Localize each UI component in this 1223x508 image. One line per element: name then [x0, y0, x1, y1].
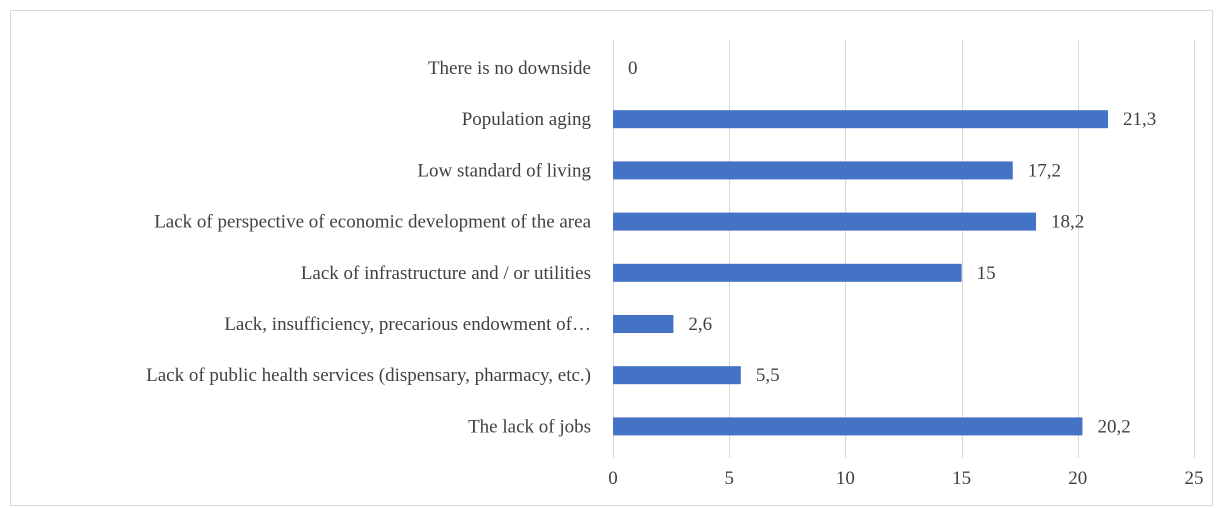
category-labels: There is no downside Population aging Low … [146, 58, 591, 437]
bar [613, 110, 1109, 129]
x-tick-label: 25 [1185, 468, 1204, 489]
data-label: 18,2 [1051, 212, 1084, 233]
x-tick-label: 10 [836, 468, 855, 489]
category-label: Population aging [462, 109, 592, 130]
data-label: 15 [977, 263, 996, 284]
bar [613, 161, 1013, 180]
bar [613, 366, 741, 385]
category-label: Lack of public health services (dispensa… [146, 365, 591, 386]
gridlines [613, 40, 1195, 458]
data-label: 17,2 [1028, 160, 1061, 181]
data-label: 20,2 [1097, 416, 1130, 437]
bar [613, 417, 1083, 436]
data-labels: 0 21,3 17,2 18,2 15 2,6 5,5 20,2 [628, 58, 1156, 437]
x-tick-label: 15 [952, 468, 971, 489]
data-label: 5,5 [756, 365, 780, 386]
category-label: There is no downside [428, 58, 591, 79]
x-tick-label: 0 [608, 468, 618, 489]
x-tick-label: 20 [1068, 468, 1087, 489]
category-label: The lack of jobs [468, 416, 591, 437]
category-label: Lack of perspective of economic developm… [154, 212, 591, 233]
bar [613, 263, 962, 282]
x-tick-label: 5 [724, 468, 734, 489]
bar [613, 315, 674, 333]
x-axis-tick-labels: 0 5 10 15 20 25 [608, 468, 1203, 489]
data-label: 21,3 [1123, 109, 1156, 130]
bar [613, 212, 1036, 231]
data-label: 0 [628, 58, 638, 79]
category-label: Low standard of living [417, 160, 591, 181]
category-label: Lack, insufficiency, precarious endowmen… [224, 314, 591, 335]
bars [613, 110, 1109, 436]
data-label: 2,6 [688, 314, 712, 335]
category-label: Lack of infrastructure and / or utilitie… [301, 263, 591, 284]
